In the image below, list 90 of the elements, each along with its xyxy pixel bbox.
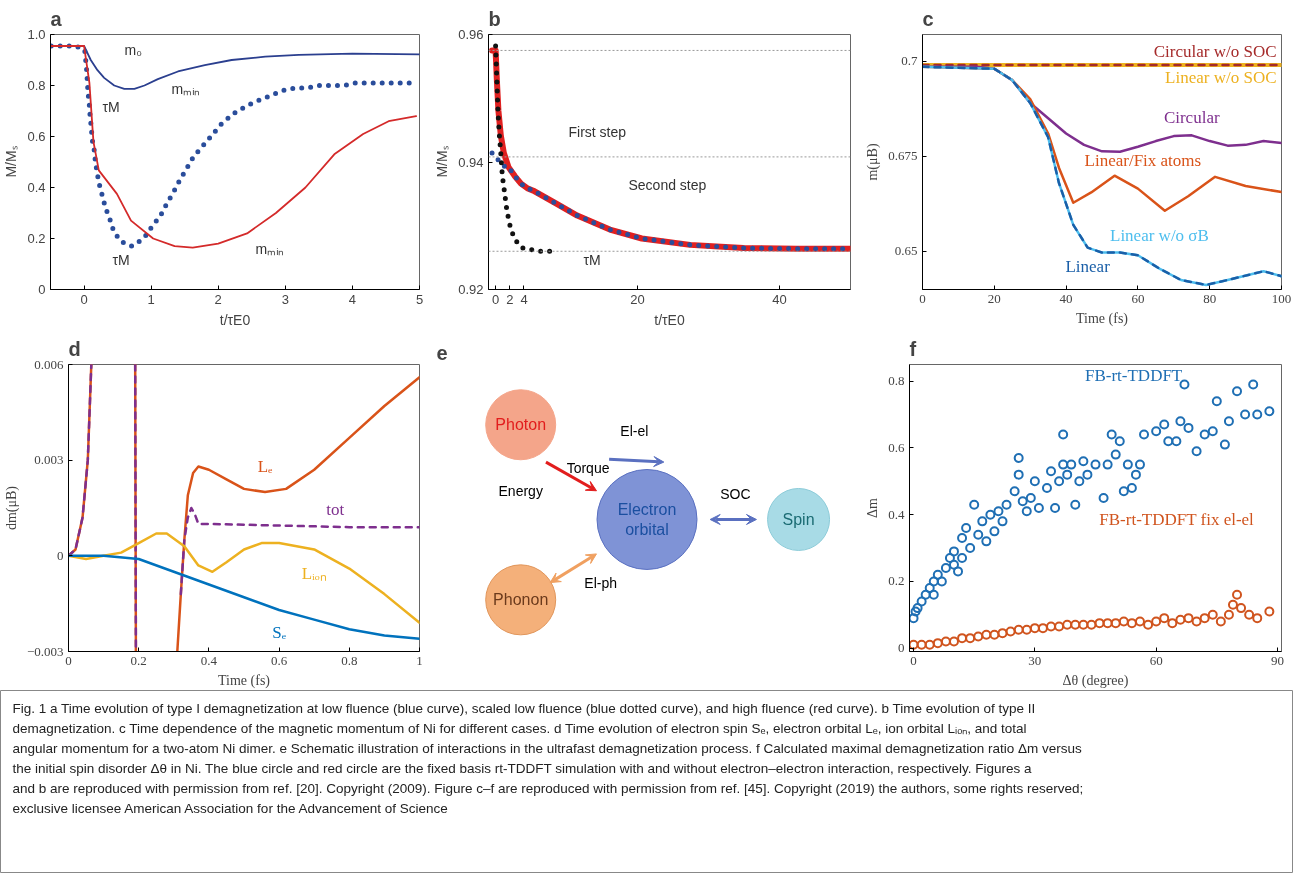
text: Phonon (493, 591, 549, 609)
x-tick-label: 2 (214, 291, 222, 307)
x-tick-label: 80 (1203, 290, 1217, 306)
chart-title: d (68, 337, 81, 360)
y-tick-label: 0.4 (27, 180, 46, 195)
y-tick-label: 0.4 (888, 506, 905, 522)
annotation: τM (583, 251, 601, 268)
series-label: FB-rt-TDDFT (1084, 366, 1183, 386)
x-tick-label: 30 (1028, 652, 1042, 668)
y-axis-title: Δm (865, 497, 881, 518)
x-tick-label: 0.8 (341, 652, 358, 668)
x-axis-title: Time (fs) (218, 672, 271, 689)
series-label: Linear w/o σB (1110, 225, 1209, 245)
text: FB-rt-TDDFT fix el-el (1099, 510, 1255, 530)
y-tick-label: 0.96 (458, 27, 484, 42)
series-label: Circular (1163, 108, 1220, 128)
x-tick-label: 4 (348, 291, 357, 307)
text: Spin (782, 510, 815, 528)
x-tick-label: 1 (147, 291, 155, 307)
annotation: mₘᵢₙ (171, 80, 201, 97)
text: El-ph (584, 574, 618, 591)
series-label: Circular w/o SOC (1153, 41, 1277, 61)
x-tick-label: 0.6 (270, 652, 288, 668)
y-tick-label: 0.2 (27, 231, 46, 246)
chart-title: c (922, 7, 934, 30)
x-tick-label: 60 (1149, 652, 1163, 668)
x-axis-title: Δθ (degree) (1062, 672, 1129, 689)
chart-title: b (488, 7, 501, 30)
series-label: Sₑ (272, 623, 287, 643)
x-tick-label: 5 (415, 291, 424, 307)
x-tick-label: 4 (520, 291, 528, 307)
x-tick-label: 0 (80, 291, 88, 307)
y-tick-label: 1.0 (27, 27, 46, 42)
chart-title: f (909, 337, 917, 360)
caption: Fig. 1 a Time evolution of type I demagnetization at low fluence (blue curve), scaled low fluence (blue dotted curve), and high fluence (red curve). b Time evolution of type II demagnetization. c Time dependence of the magnetic momentum of Ni for different cases. d Time evolution of electron spin Sₑ, electron orbital Lₑ, ion orbital Lᵢₒₙ, and total angular momentum for a two-atom Ni dimer. e Schematic illustration of interactions in the ultrafast demagnetization process. f Calculated maximal demagnetization ratio Δm versus the initial spin disorder Δθ in Ni. The blue circle and red circle are the fixed basis rt-TDDFT simulation with and without electron–electron interaction, respectively. Figures a and b are reproduced with permission from ref. [20]. Copyright (2009). Figure c–f are reproduced with permission from ref. [45]. Copyright (2019) the authors, some rights reserved; exclusive licensee American Association for the Advancement of Science (12, 700, 1084, 816)
y-tick-label: 0.8 (888, 373, 905, 389)
y-tick-label: 0.2 (888, 573, 905, 589)
series-label: tot (326, 500, 345, 520)
x-tick-label: 0.2 (130, 652, 147, 668)
y-axis-title: dm(μB) (3, 485, 20, 531)
text: Torque (566, 459, 610, 476)
y-tick-label: 0.6 (888, 439, 905, 455)
x-tick-label: 0.4 (200, 652, 218, 668)
y-axis-title: M/Mₛ (434, 146, 451, 178)
y-tick-label: 0.65 (894, 243, 918, 259)
y-tick-label: 0.006 (34, 356, 64, 372)
y-tick-label: 0 (898, 640, 905, 656)
text: SOC (720, 485, 751, 502)
x-tick-label: 40 (1059, 290, 1073, 306)
y-tick-label: 0.6 (27, 129, 46, 144)
y-axis-title: M/Mₛ (3, 146, 20, 178)
x-tick-label: 2 (506, 291, 514, 307)
chart-title: a (50, 7, 63, 30)
x-tick-label: 3 (281, 291, 289, 307)
x-axis-title: t/τE0 (654, 311, 685, 328)
x-tick-label: 60 (1131, 290, 1145, 306)
x-tick-label: 0 (491, 291, 500, 307)
x-tick-label: 40 (772, 291, 787, 307)
text: Energy (498, 482, 543, 499)
y-tick-label: −0.003 (26, 643, 64, 659)
annotation: Second step (628, 176, 707, 193)
y-tick-label: 0.7 (901, 53, 918, 69)
x-tick-label: 1 (416, 652, 423, 668)
annotation: τM (112, 251, 130, 268)
text: Electron orbital (617, 500, 677, 539)
series-label: Linear (1065, 256, 1111, 276)
x-tick-label: 100 (1271, 290, 1292, 306)
text: e (436, 341, 448, 364)
y-tick-label: 0.675 (888, 148, 918, 164)
annotation: m₀ (124, 41, 143, 58)
series-label: Lₑ (257, 457, 274, 477)
annotation: mₘᵢₙ (255, 240, 285, 257)
y-tick-label: 0.92 (458, 282, 484, 297)
x-tick-label: 90 (1270, 652, 1284, 668)
x-tick-label: 20 (987, 290, 1001, 306)
y-tick-label: 0 (57, 547, 64, 563)
series-label: Linear/Fix atoms (1084, 150, 1202, 170)
text: Photon (495, 416, 547, 434)
annotation: τM (102, 98, 120, 115)
y-axis-title: m(μB) (865, 143, 882, 181)
y-tick-label: 0.94 (458, 154, 484, 170)
series-label: Linear w/o SOC (1165, 67, 1277, 87)
annotation: First step (568, 123, 627, 140)
y-tick-label: 0.003 (34, 452, 64, 468)
x-tick-label: 20 (630, 291, 645, 307)
x-axis-title: t/τE0 (219, 311, 251, 328)
text: El-el (620, 422, 649, 439)
series-label: Lᵢₒₙ (301, 564, 327, 584)
y-tick-label: 0.8 (27, 78, 46, 93)
x-axis-title: Time (fs) (1076, 310, 1129, 327)
